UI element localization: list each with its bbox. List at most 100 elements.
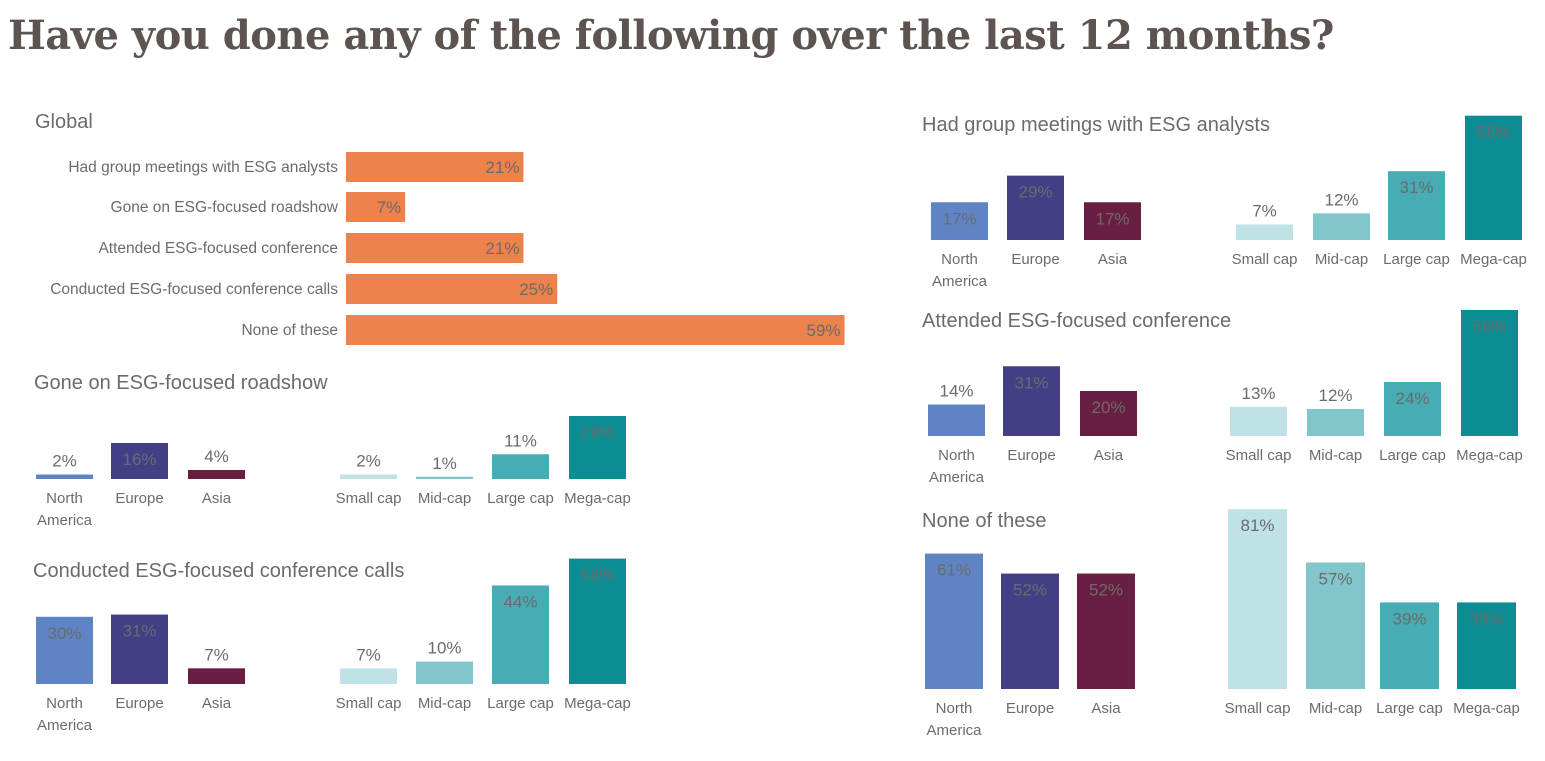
region-category-label: North America	[37, 490, 93, 529]
global-value-label: 21%	[485, 158, 519, 177]
region-category-label: North America	[926, 700, 982, 739]
market-cap-bar	[1384, 382, 1441, 436]
bar-value-label: 39%	[1392, 609, 1426, 628]
bar-value-label: 44%	[503, 592, 537, 611]
region-category-label: Asia	[1098, 251, 1128, 268]
market-cap-bar	[340, 668, 397, 684]
region-category-label: Europe	[1011, 251, 1059, 268]
region-bar	[111, 443, 168, 479]
bar-value-label: 16%	[122, 450, 156, 469]
region-bar	[1080, 391, 1137, 436]
panel-chart-title: Attended ESG-focused conference	[922, 310, 1231, 332]
region-bar	[111, 614, 168, 684]
global-bar	[346, 315, 845, 345]
bar-value-label: 7%	[356, 645, 381, 664]
bar-value-label: 56%	[1472, 317, 1506, 336]
market-cap-category-label: Mid-cap	[418, 695, 471, 712]
region-category-label: Asia	[202, 695, 232, 712]
region-category-label: Europe	[1006, 700, 1054, 717]
bar-value-label: 7%	[204, 645, 229, 664]
market-cap-category-label: Small cap	[336, 490, 402, 507]
bar-value-label: 14%	[939, 382, 973, 401]
market-cap-category-label: Mega-cap	[1453, 700, 1520, 717]
bar-value-label: 52%	[1089, 581, 1123, 600]
market-cap-category-label: Small cap	[1226, 447, 1292, 464]
bar-value-label: 7%	[1252, 201, 1277, 220]
region-bar	[188, 668, 245, 684]
global-category-label: Had group meetings with ESG analysts	[68, 159, 338, 176]
region-category-label: Europe	[115, 490, 163, 507]
market-cap-category-label: Mega-cap	[564, 490, 631, 507]
market-cap-category-label: Large cap	[1383, 251, 1450, 268]
global-chart-title: Global	[35, 111, 93, 133]
global-bar	[346, 233, 524, 263]
region-bar	[1084, 202, 1141, 240]
region-bar	[925, 553, 983, 689]
market-cap-category-label: Large cap	[1376, 700, 1443, 717]
region-category-label: Asia	[1094, 447, 1124, 464]
market-cap-bar	[569, 416, 626, 479]
market-cap-category-label: Small cap	[1225, 700, 1291, 717]
region-bar	[36, 474, 93, 479]
market-cap-category-label: Mega-cap	[1460, 251, 1527, 268]
bar-value-label: 12%	[1318, 386, 1352, 405]
market-cap-bar	[1306, 562, 1365, 689]
region-category-label: Europe	[1007, 447, 1055, 464]
global-bar	[346, 192, 406, 222]
region-bar	[1007, 175, 1064, 240]
market-cap-category-label: Mega-cap	[564, 695, 631, 712]
market-cap-category-label: Mid-cap	[1309, 700, 1362, 717]
bar-value-label: 24%	[1395, 389, 1429, 408]
market-cap-bar	[1380, 602, 1439, 689]
bar-value-label: 31%	[1014, 373, 1048, 392]
page-title: Have you done any of the following over …	[8, 12, 1334, 59]
bar-value-label: 31%	[1399, 178, 1433, 197]
market-cap-bar	[1465, 115, 1522, 240]
region-category-label: Europe	[115, 695, 163, 712]
panel-chart-title: Gone on ESG-focused roadshow	[34, 372, 328, 394]
market-cap-category-label: Large cap	[1379, 447, 1446, 464]
global-category-label: Conducted ESG-focused conference calls	[50, 281, 338, 298]
market-cap-bar	[1388, 171, 1445, 240]
market-cap-bar	[492, 454, 549, 479]
region-bar	[36, 616, 93, 684]
bar-value-label: 17%	[1095, 209, 1129, 228]
region-category-label: Asia	[1091, 700, 1121, 717]
market-cap-bar	[1457, 602, 1516, 689]
region-bar	[928, 404, 985, 436]
global-value-label: 21%	[485, 239, 519, 258]
bar-value-label: 30%	[47, 624, 81, 643]
region-bar	[931, 202, 988, 240]
market-cap-bar	[1236, 224, 1293, 240]
market-cap-category-label: Large cap	[487, 490, 554, 507]
region-category-label: Asia	[202, 490, 232, 507]
market-cap-bar	[569, 558, 626, 684]
bar-value-label: 28%	[580, 423, 614, 442]
bar-value-label: 2%	[52, 452, 77, 471]
region-bar	[1001, 573, 1059, 689]
market-cap-category-label: Mid-cap	[1309, 447, 1362, 464]
market-cap-category-label: Small cap	[1232, 251, 1298, 268]
region-category-label: North America	[932, 251, 988, 290]
region-category-label: North America	[37, 695, 93, 734]
global-bar	[346, 274, 558, 304]
region-bar	[188, 470, 245, 479]
bar-value-label: 10%	[427, 639, 461, 658]
bar-value-label: 2%	[356, 452, 381, 471]
region-bar	[1077, 573, 1135, 689]
market-cap-bar	[1461, 310, 1518, 436]
market-cap-bar	[1307, 409, 1364, 436]
market-cap-category-label: Mid-cap	[1315, 251, 1368, 268]
bar-value-label: 20%	[1091, 398, 1125, 417]
panel-chart-title: Conducted ESG-focused conference calls	[33, 560, 404, 582]
bar-value-label: 17%	[942, 209, 976, 228]
market-cap-bar	[1313, 213, 1370, 240]
market-cap-bar	[1230, 406, 1287, 436]
bar-value-label: 29%	[1018, 183, 1052, 202]
global-value-label: 7%	[377, 198, 402, 217]
market-cap-bar	[416, 476, 473, 479]
bar-value-label: 52%	[1013, 581, 1047, 600]
market-cap-bar	[416, 661, 473, 684]
market-cap-category-label: Large cap	[487, 695, 554, 712]
